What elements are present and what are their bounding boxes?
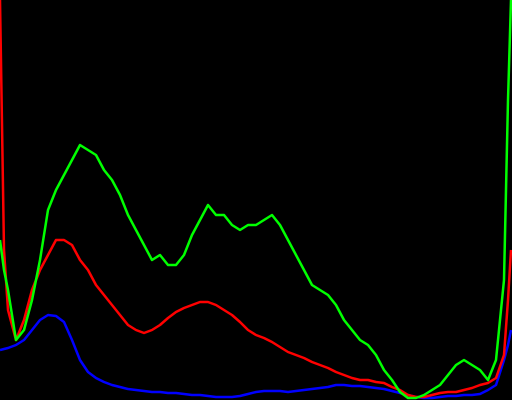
histogram-line xyxy=(0,313,512,400)
